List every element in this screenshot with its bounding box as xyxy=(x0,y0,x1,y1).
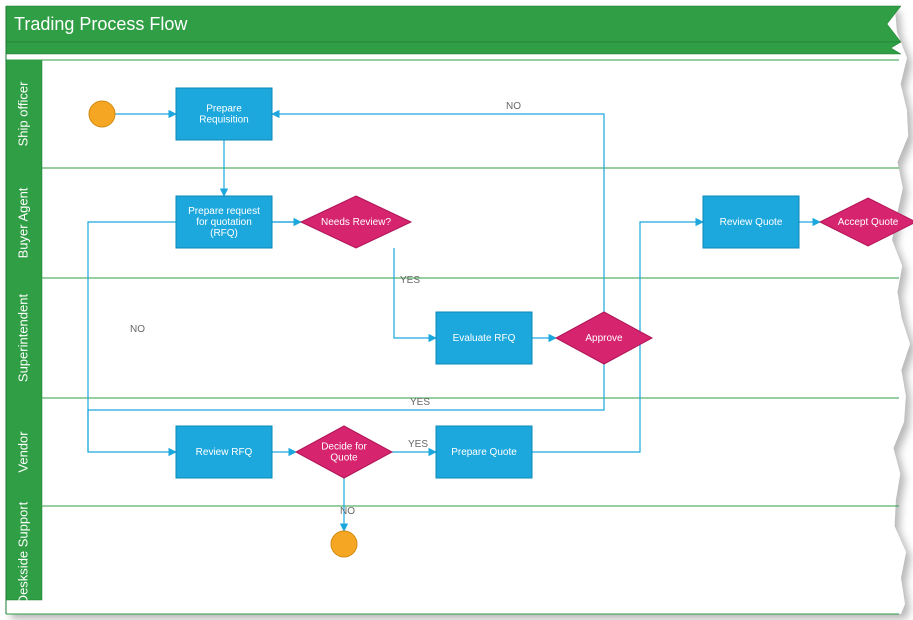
lane-label-vendor: Vendor xyxy=(15,431,30,473)
decision-label: Accept Quote xyxy=(838,217,899,228)
edge-label: NO xyxy=(130,324,145,335)
end-node xyxy=(331,531,357,557)
paper-background xyxy=(6,6,910,614)
edge-label: YES xyxy=(408,439,428,450)
edge-label: YES xyxy=(410,397,430,408)
swimlane-diagram: { "diagram": { "type": "flowchart", "wid… xyxy=(0,0,913,620)
lane-label-ship: Ship officer xyxy=(15,81,30,146)
edge-label: YES xyxy=(400,275,420,286)
lane-label-super: Superintendent xyxy=(15,294,30,383)
lane-label-buyer: Buyer Agent xyxy=(15,187,30,258)
lane-label-desk: Deskside Support xyxy=(15,501,30,604)
diagram-canvas: Trading Process Flow Ship officer Buyer Ag… xyxy=(0,0,913,620)
decision-label: Approve xyxy=(585,333,623,344)
process-label: PrepareRequisition xyxy=(199,103,248,125)
accent-bar xyxy=(6,42,901,54)
start-node xyxy=(89,101,115,127)
process-label: Evaluate RFQ xyxy=(453,333,516,344)
process-label: Prepare Quote xyxy=(451,447,517,458)
diagram-title: Trading Process Flow xyxy=(14,14,188,34)
process-label: Review Quote xyxy=(720,217,783,228)
edge-label: NO xyxy=(340,506,355,517)
process-label: Review RFQ xyxy=(196,447,253,458)
decision-label: Needs Review? xyxy=(321,217,391,228)
edge-label: NO xyxy=(506,101,521,112)
